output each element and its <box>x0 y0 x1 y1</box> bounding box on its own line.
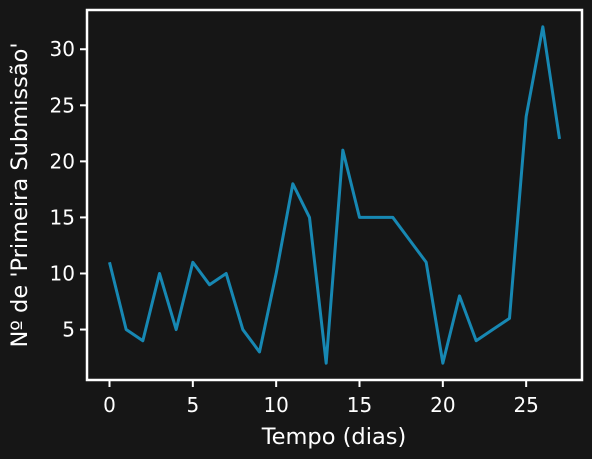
y-tick-label: 25 <box>50 93 75 117</box>
x-tick-label: 25 <box>513 393 538 417</box>
y-tick-label: 5 <box>62 318 75 342</box>
y-tick-label: 15 <box>50 205 75 229</box>
y-tick-label: 30 <box>50 37 75 61</box>
y-tick-label: 20 <box>50 149 75 173</box>
x-tick-label: 20 <box>430 393 455 417</box>
x-tick-label: 15 <box>347 393 372 417</box>
x-tick-label: 0 <box>103 393 116 417</box>
y-axis-label: Nº de 'Primeira Submissão' <box>7 42 33 347</box>
x-tick-label: 10 <box>263 393 288 417</box>
y-tick-label: 10 <box>50 261 75 285</box>
x-axis-label: Tempo (dias) <box>261 424 406 450</box>
x-tick-label: 5 <box>186 393 199 417</box>
